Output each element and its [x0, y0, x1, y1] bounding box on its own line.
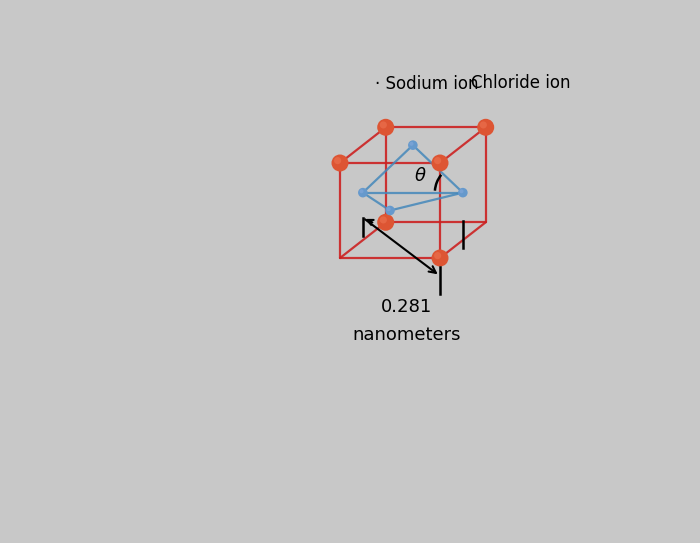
Text: θ: θ: [414, 167, 426, 185]
Text: nanometers: nanometers: [352, 326, 461, 344]
Circle shape: [408, 140, 418, 150]
Circle shape: [377, 214, 394, 231]
Circle shape: [431, 155, 449, 172]
Circle shape: [434, 157, 441, 164]
Circle shape: [434, 252, 441, 259]
Circle shape: [360, 190, 363, 193]
Circle shape: [431, 249, 449, 267]
Circle shape: [332, 155, 349, 172]
Circle shape: [410, 142, 414, 146]
Circle shape: [380, 216, 387, 224]
Circle shape: [477, 119, 494, 136]
Circle shape: [385, 206, 395, 216]
Circle shape: [334, 157, 341, 164]
Text: 0.281: 0.281: [381, 298, 432, 316]
Circle shape: [458, 188, 468, 198]
Circle shape: [459, 190, 463, 193]
Text: · Sodium ion: · Sodium ion: [375, 75, 478, 93]
Circle shape: [380, 121, 387, 129]
Circle shape: [377, 119, 394, 136]
Text: Chloride ion: Chloride ion: [470, 74, 570, 92]
Circle shape: [386, 207, 391, 211]
Circle shape: [480, 121, 487, 129]
Circle shape: [358, 188, 368, 198]
